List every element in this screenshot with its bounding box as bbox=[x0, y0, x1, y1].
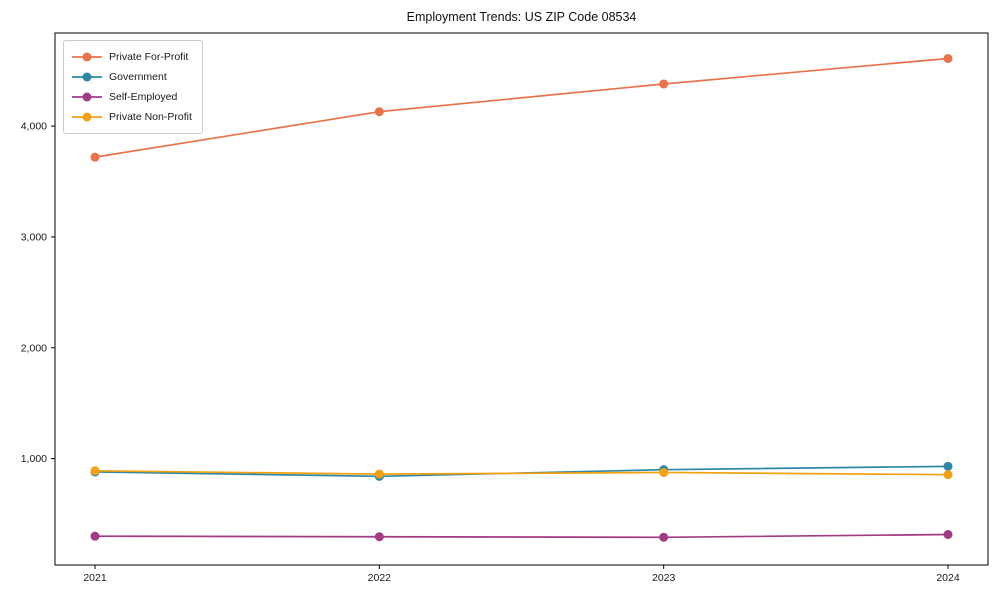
legend-entry-private-for-profit: Private For-Profit bbox=[72, 47, 192, 67]
legend-label: Self-Employed bbox=[109, 91, 178, 103]
series-line-private-for-profit bbox=[94, 57, 949, 158]
series-line-government bbox=[94, 465, 949, 478]
x-tick-label: 2021 bbox=[83, 572, 107, 584]
x-tick-label: 2024 bbox=[936, 572, 960, 584]
plot-frame bbox=[54, 32, 989, 566]
data-point-private-for-profit-2024 bbox=[943, 53, 953, 63]
legend-marker-icon bbox=[72, 92, 102, 102]
data-point-self-employed-2021 bbox=[90, 531, 100, 541]
data-point-private-non-profit-2023 bbox=[659, 467, 669, 477]
y-tick-label: 1,000 bbox=[21, 453, 47, 465]
data-point-government-2024 bbox=[943, 461, 953, 471]
y-tick-label: 3,000 bbox=[21, 231, 47, 243]
legend-entry-private-non-profit: Private Non-Profit bbox=[72, 107, 192, 127]
series-line-private-non-profit bbox=[94, 469, 949, 476]
data-point-private-for-profit-2023 bbox=[659, 79, 669, 89]
series-line-self-employed bbox=[94, 533, 949, 539]
data-point-self-employed-2024 bbox=[943, 530, 953, 540]
data-point-private-for-profit-2022 bbox=[374, 107, 384, 117]
data-point-private-for-profit-2021 bbox=[90, 152, 100, 162]
chart-title: Employment Trends: US ZIP Code 08534 bbox=[406, 10, 637, 24]
data-point-self-employed-2023 bbox=[659, 532, 669, 542]
legend-marker-icon bbox=[72, 72, 102, 82]
y-tick-label: 2,000 bbox=[21, 342, 47, 354]
legend-entry-self-employed: Self-Employed bbox=[72, 87, 192, 107]
data-point-private-non-profit-2022 bbox=[374, 469, 384, 479]
legend-entry-government: Government bbox=[72, 67, 192, 87]
legend-label: Government bbox=[109, 71, 167, 83]
x-tick-label: 2023 bbox=[652, 572, 676, 584]
legend-marker-icon bbox=[72, 52, 102, 62]
data-point-private-non-profit-2024 bbox=[943, 470, 953, 480]
legend-label: Private For-Profit bbox=[109, 51, 189, 63]
data-point-private-non-profit-2021 bbox=[90, 466, 100, 476]
x-tick-label: 2022 bbox=[368, 572, 392, 584]
legend-marker-icon bbox=[72, 112, 102, 122]
data-point-self-employed-2022 bbox=[374, 532, 384, 542]
legend-label: Private Non-Profit bbox=[109, 111, 192, 123]
y-tick-label: 4,000 bbox=[21, 121, 47, 133]
legend: Private For-Profit Government Self-Employe… bbox=[63, 40, 203, 134]
